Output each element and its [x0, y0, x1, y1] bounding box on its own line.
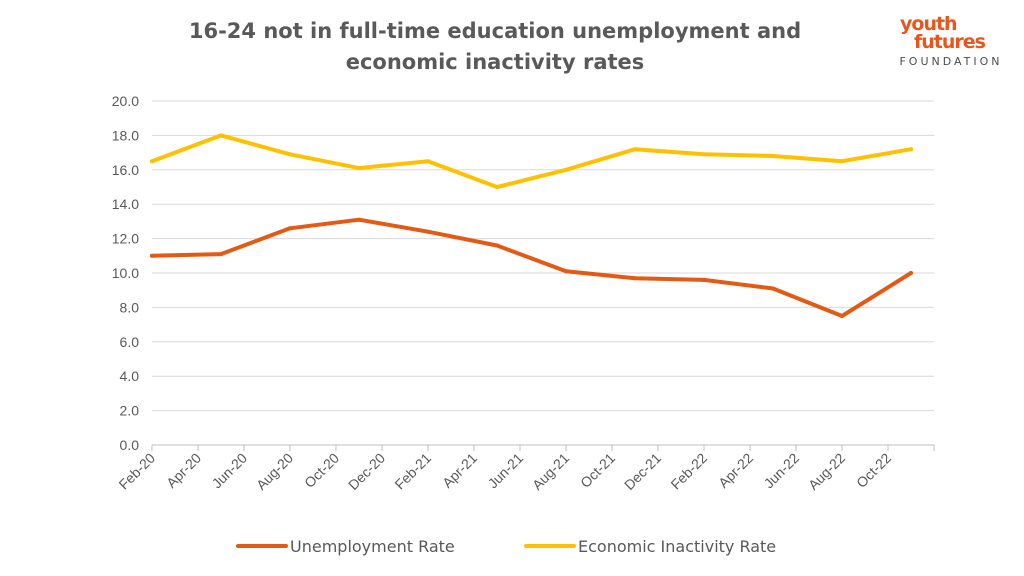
legend: Unemployment Rate Economic Inactivity Rat… [236, 537, 776, 556]
y-tick-label: 14.0 [112, 196, 139, 212]
data-point [150, 253, 154, 258]
data-point [426, 159, 430, 164]
data-point [633, 147, 637, 152]
y-tick-label: 6.0 [120, 334, 140, 350]
x-tick-label: Apr-21 [439, 450, 480, 491]
legend-label: Economic Inactivity Rate [578, 537, 776, 556]
x-tick-label: Jun-21 [485, 450, 527, 492]
data-point [702, 152, 706, 157]
logo-word-futures: futures [914, 31, 986, 53]
data-point [495, 243, 499, 248]
x-tick-label: Aug-22 [805, 450, 848, 493]
x-tick-label: Dec-20 [345, 450, 388, 493]
data-point [357, 166, 361, 171]
x-tick-label: Feb-21 [391, 450, 434, 493]
data-point [357, 217, 361, 222]
logo-word-youth: youth [900, 13, 958, 35]
data-point [426, 229, 430, 234]
chart-title: 16-24 not in full-time education unemplo… [188, 19, 802, 74]
data-point [771, 154, 775, 158]
series-line-economic-inactivity-rate [150, 133, 913, 189]
data-point [564, 269, 568, 274]
legend-label: Unemployment Rate [290, 537, 455, 556]
x-tick-label: Jun-20 [209, 450, 251, 492]
y-tick-label: 2.0 [120, 403, 140, 419]
y-tick-label: 16.0 [112, 162, 139, 178]
x-tick-label: Jun-22 [761, 450, 803, 492]
youth-futures-logo: youth futures FOUNDATION [884, 10, 1018, 74]
data-point [702, 277, 706, 282]
y-tick-label: 12.0 [112, 231, 139, 247]
x-tick-label: Apr-22 [715, 450, 756, 491]
data-point [771, 286, 775, 291]
x-tick-label: Dec-21 [621, 450, 664, 493]
x-tick-label: Apr-20 [163, 450, 204, 491]
data-point [150, 159, 154, 164]
series-lines [150, 133, 913, 318]
y-tick-label: 0.0 [120, 437, 140, 453]
data-point [288, 152, 292, 157]
data-point [840, 314, 844, 318]
x-tick-label: Aug-20 [253, 450, 296, 493]
gridlines [152, 100, 934, 412]
x-tick-label: Feb-22 [667, 450, 710, 493]
data-point [909, 147, 913, 152]
series-line-unemployment-rate [150, 217, 913, 318]
y-tick-label: 10.0 [112, 265, 139, 281]
data-point [219, 133, 223, 138]
x-tick-label: Oct-20 [301, 450, 342, 491]
logo-word-foundation: FOUNDATION [899, 55, 1003, 68]
x-tick-label: Feb-20 [115, 450, 158, 493]
y-tick-label: 8.0 [120, 299, 140, 315]
data-point [909, 271, 913, 275]
data-point [633, 276, 637, 281]
x-tick-label: Aug-21 [529, 450, 572, 493]
x-axis: Feb-20 Apr-20 Jun-20 Aug-20 Oct-20 Dec-20 Feb-… [115, 444, 935, 493]
x-tick-label: Oct-22 [853, 450, 894, 491]
y-axis-ticks: 0.0 2.0 4.0 6.0 8.0 10.0 12.0 14.0 16.0 18.0 20.0 [112, 93, 139, 453]
data-point [219, 252, 223, 257]
data-point [495, 185, 499, 189]
y-tick-label: 20.0 [112, 93, 139, 109]
x-tick-label: Oct-21 [577, 450, 618, 491]
y-tick-label: 4.0 [120, 368, 140, 384]
data-point [288, 226, 292, 231]
data-point [840, 159, 844, 164]
data-point [564, 167, 568, 172]
y-tick-label: 18.0 [112, 127, 139, 143]
